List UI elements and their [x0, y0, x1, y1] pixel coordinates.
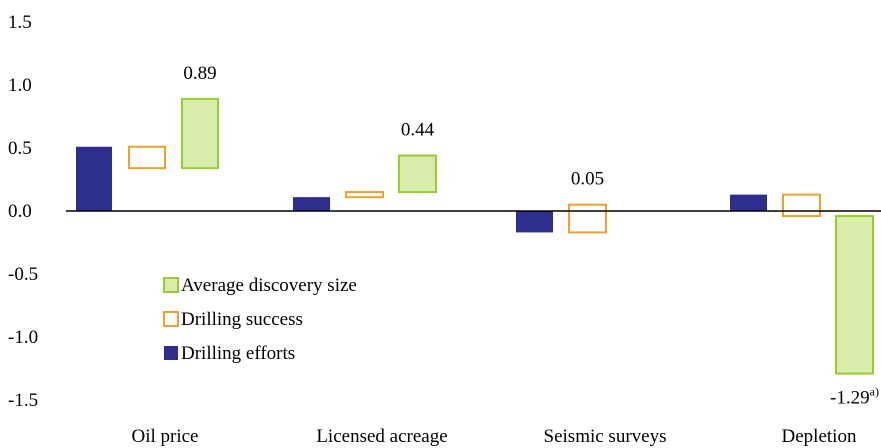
category-label: Depletion [782, 426, 857, 447]
data-label: 0.05 [571, 169, 604, 190]
bar-drilling-success-depletion [782, 193, 821, 218]
data-label: -1.29a) [830, 385, 879, 409]
legend: Average discovery size Drilling success Dr… [163, 275, 357, 364]
bar-drilling-success-seismic-surveys [568, 203, 607, 234]
bar-average-discovery-size-licensed-acreage [398, 154, 437, 194]
legend-swatch [163, 277, 179, 293]
data-label: 0.44 [401, 120, 435, 141]
data-label-superscript: a) [870, 385, 879, 399]
bar-drilling-success-licensed-acreage [345, 191, 384, 199]
data-label-value: 0.44 [401, 120, 435, 141]
bar-average-discovery-size-oil-price [181, 97, 219, 170]
legend-item-drilling-success: Drilling success [163, 309, 303, 330]
data-labels: 0.89 0.44 0.05 -1.29a) [183, 63, 879, 409]
data-label-value: 0.89 [183, 63, 216, 84]
bar-average-discovery-size-depletion [835, 215, 874, 375]
y-tick-label: 0.5 [8, 138, 32, 159]
legend-label: Drilling success [181, 309, 303, 330]
category-label: Seismic surveys [544, 426, 667, 447]
y-tick-label: 0.0 [8, 201, 32, 222]
bar-drilling-efforts-seismic-surveys [516, 211, 553, 233]
data-label-value: 0.05 [571, 169, 604, 190]
y-tick-label: -0.5 [8, 264, 38, 285]
legend-swatch [164, 346, 178, 360]
category-label: Oil price [131, 426, 198, 447]
legend-item-drilling-efforts: Drilling efforts [164, 343, 295, 364]
category-labels: Oil price Licensed acreage Seismic surveys… [131, 426, 856, 447]
y-axis-ticks: 1.5 1.0 0.5 0.0 -0.5 -1.0 -1.5 [8, 12, 38, 411]
legend-item-average-discovery-size: Average discovery size [163, 275, 357, 296]
data-label-value: -1.29 [830, 388, 870, 409]
y-tick-label: 1.0 [8, 75, 32, 96]
bar-drilling-success-oil-price [128, 145, 166, 170]
y-tick-label: -1.0 [8, 327, 38, 348]
bar-drilling-efforts-licensed-acreage [293, 197, 330, 211]
data-label: 0.89 [183, 63, 216, 84]
bar-drilling-efforts-depletion [730, 194, 767, 211]
legend-label: Drilling efforts [181, 343, 295, 364]
legend-swatch [163, 311, 179, 327]
bars [76, 97, 874, 375]
bar-drilling-efforts-oil-price [76, 146, 112, 211]
y-tick-label: 1.5 [8, 12, 32, 33]
y-tick-label: -1.5 [8, 390, 38, 411]
category-label: Licensed acreage [316, 426, 447, 447]
legend-label: Average discovery size [181, 275, 357, 296]
